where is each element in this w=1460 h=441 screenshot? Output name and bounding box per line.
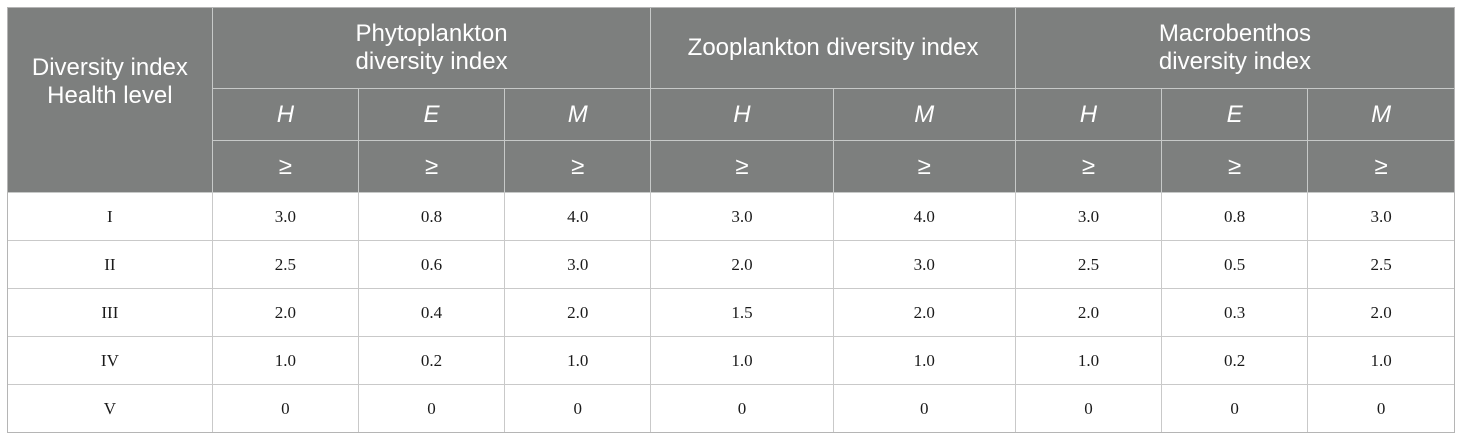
health-level-cell: I (8, 192, 213, 241)
operator-header-cell: ≥ (833, 140, 1016, 193)
value-cell: 0 (358, 384, 506, 432)
value-cell: 0.5 (1161, 240, 1309, 289)
metric-header-cell: H (212, 88, 359, 141)
health-level-cell: III (8, 288, 213, 337)
operator-header-cell: ≥ (1161, 140, 1309, 193)
operator-blank-cell (8, 140, 213, 193)
value-cell: 0.3 (1161, 288, 1309, 337)
value-cell: 2.5 (1307, 240, 1454, 289)
value-cell: 0 (1307, 384, 1454, 432)
health-level-cell: IV (8, 336, 213, 385)
operator-header-cell: ≥ (212, 140, 359, 193)
metric-header-cell: H (650, 88, 834, 141)
value-cell: 1.5 (650, 288, 834, 337)
corner-label-line1: Diversity index (31, 54, 188, 81)
value-cell: 0.6 (358, 240, 506, 289)
table-row: IV 1.0 0.2 1.0 1.0 1.0 1.0 0.2 1.0 (8, 336, 1454, 385)
value-cell: 0 (1161, 384, 1309, 432)
metric-header-cell: H (1015, 88, 1163, 141)
operator-header-cell: ≥ (358, 140, 506, 193)
group-header-macrobenthos: Macrobenthos diversity index (1015, 8, 1454, 89)
group-label-line2: diversity index (355, 48, 508, 75)
table-row: III 2.0 0.4 2.0 1.5 2.0 2.0 0.3 2.0 (8, 288, 1454, 337)
value-cell: 1.0 (1307, 336, 1454, 385)
value-cell: 3.0 (833, 240, 1016, 289)
value-cell: 0 (1015, 384, 1163, 432)
diversity-health-table: Diversity index Health level Phytoplankt… (8, 8, 1454, 432)
operator-header-cell: ≥ (650, 140, 834, 193)
group-label-line1: Zooplankton diversity index (687, 34, 979, 61)
value-cell: 3.0 (650, 192, 834, 241)
value-cell: 1.0 (504, 336, 652, 385)
value-cell: 2.5 (212, 240, 359, 289)
value-cell: 4.0 (504, 192, 652, 241)
value-cell: 4.0 (833, 192, 1016, 241)
corner-label-line2: Health level (47, 82, 173, 109)
health-level-cell: V (8, 384, 213, 432)
header-metric-row: H E M H M H E M (8, 88, 1454, 141)
metric-header-cell: E (1161, 88, 1309, 141)
metric-header-cell: M (504, 88, 652, 141)
value-cell: 0 (212, 384, 359, 432)
table-row: V 0 0 0 0 0 0 0 0 (8, 384, 1454, 432)
metric-header-cell: M (1307, 88, 1454, 141)
value-cell: 3.0 (212, 192, 359, 241)
value-cell: 2.0 (1015, 288, 1163, 337)
group-label-line1: Macrobenthos (1158, 20, 1311, 47)
table-header: Diversity index Health level Phytoplankt… (8, 8, 1454, 193)
header-operator-row: ≥ ≥ ≥ ≥ ≥ ≥ ≥ ≥ (8, 140, 1454, 193)
header-group-row: Diversity index Health level Phytoplankt… (8, 8, 1454, 141)
table-body: I 3.0 0.8 4.0 3.0 4.0 3.0 0.8 3.0 II 2.5… (8, 192, 1454, 432)
table-row: I 3.0 0.8 4.0 3.0 4.0 3.0 0.8 3.0 (8, 192, 1454, 241)
value-cell: 1.0 (212, 336, 359, 385)
value-cell: 0.4 (358, 288, 506, 337)
corner-header-cell: Diversity index Health level (8, 8, 213, 141)
operator-header-cell: ≥ (1015, 140, 1163, 193)
value-cell: 0.8 (1161, 192, 1309, 241)
value-cell: 2.0 (833, 288, 1016, 337)
metric-header-cell: E (358, 88, 506, 141)
metric-header-cell: M (833, 88, 1016, 141)
operator-header-cell: ≥ (1307, 140, 1454, 193)
group-label-line2: diversity index (1158, 48, 1311, 75)
value-cell: 2.0 (212, 288, 359, 337)
diversity-health-table-container: Diversity index Health level Phytoplankt… (7, 7, 1455, 433)
value-cell: 3.0 (1015, 192, 1163, 241)
value-cell: 2.0 (1307, 288, 1454, 337)
value-cell: 0 (833, 384, 1016, 432)
value-cell: 2.5 (1015, 240, 1163, 289)
value-cell: 1.0 (650, 336, 834, 385)
value-cell: 0 (504, 384, 652, 432)
health-level-cell: II (8, 240, 213, 289)
value-cell: 2.0 (650, 240, 834, 289)
value-cell: 3.0 (1307, 192, 1454, 241)
value-cell: 1.0 (1015, 336, 1163, 385)
value-cell: 0.2 (1161, 336, 1309, 385)
operator-header-cell: ≥ (504, 140, 652, 193)
value-cell: 0.8 (358, 192, 506, 241)
value-cell: 3.0 (504, 240, 652, 289)
table-row: II 2.5 0.6 3.0 2.0 3.0 2.5 0.5 2.5 (8, 240, 1454, 289)
group-label-line1: Phytoplankton (355, 20, 508, 47)
group-header-phytoplankton: Phytoplankton diversity index (212, 8, 652, 89)
value-cell: 2.0 (504, 288, 652, 337)
group-header-zooplankton: Zooplankton diversity index (650, 8, 1016, 89)
value-cell: 0 (650, 384, 834, 432)
value-cell: 0.2 (358, 336, 506, 385)
value-cell: 1.0 (833, 336, 1016, 385)
